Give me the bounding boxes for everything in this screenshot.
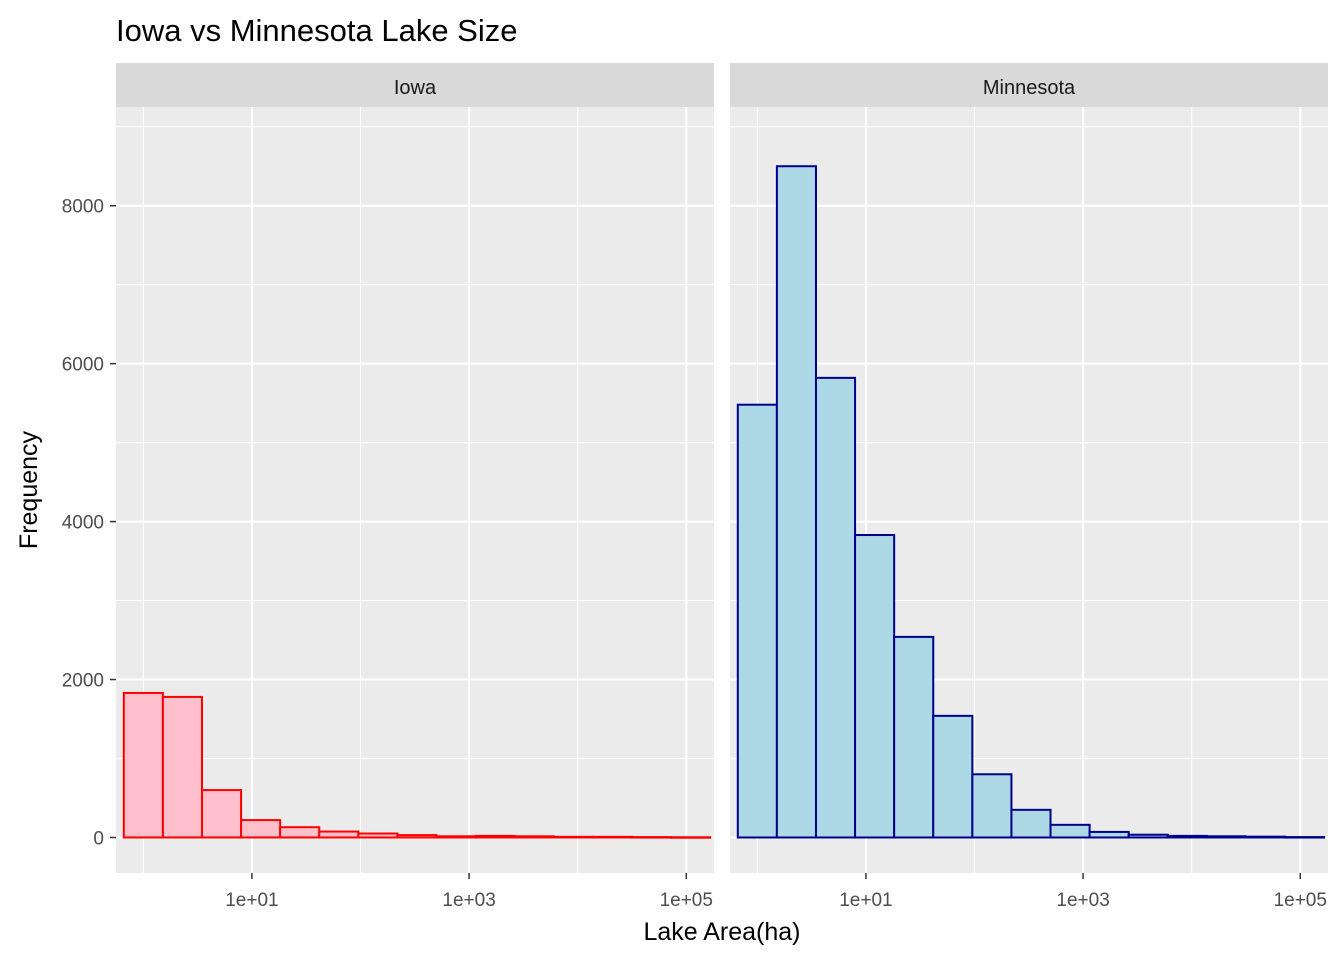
histogram-bar <box>435 835 477 839</box>
x-tick-label: 1e+03 <box>442 890 495 911</box>
histogram-bar <box>971 773 1013 839</box>
facet-iowa: Iowa 1e+01 1e+03 1e+05 <box>116 63 714 911</box>
histogram-bar <box>240 819 282 839</box>
y-tick-label: 2000 <box>62 671 104 692</box>
histogram-bar <box>161 695 203 839</box>
facet-label: Minnesota <box>983 77 1076 99</box>
histogram-bar <box>814 376 857 839</box>
histogram-bar <box>670 836 712 839</box>
histogram-bar <box>591 835 633 839</box>
facet-label: Iowa <box>394 77 437 99</box>
histogram-bar <box>775 165 817 839</box>
x-tick-label: 1e+03 <box>1056 890 1109 911</box>
histogram-bar <box>1010 808 1052 839</box>
histogram-bar <box>1088 830 1130 839</box>
y-axis: 0 2000 4000 6000 8000 <box>62 197 116 849</box>
histogram-bar <box>1049 823 1091 839</box>
facet-panels: Iowa 1e+01 1e+03 1e+05 Minnesota 1e+01 1e+03 1e… <box>116 63 1328 911</box>
y-tick-label: 6000 <box>62 355 104 376</box>
histogram-bar <box>893 635 935 839</box>
histogram-bar <box>552 835 594 839</box>
histogram-bar <box>474 834 516 839</box>
facet-strip <box>116 63 714 107</box>
x-tick-label: 1e+01 <box>225 890 278 911</box>
histogram-bar <box>1127 833 1169 839</box>
histogram-bar <box>513 835 555 839</box>
y-tick-label: 4000 <box>62 513 104 534</box>
histogram-bar <box>396 834 438 839</box>
y-tick-label: 8000 <box>62 197 104 218</box>
histogram-bar <box>854 534 896 839</box>
x-tick-label: 1e+05 <box>1274 890 1327 911</box>
x-axis-title: Lake Area(ha) <box>643 918 800 946</box>
facet-strip <box>730 63 1328 107</box>
histogram-bar <box>630 836 673 839</box>
histogram-bar <box>1166 834 1208 839</box>
histogram-bar <box>932 714 974 839</box>
histogram-bar <box>122 691 164 839</box>
x-tick-label: 1e+05 <box>660 890 713 911</box>
y-tick-label: 0 <box>93 828 104 849</box>
histogram-bar <box>318 830 360 839</box>
histogram-bar <box>1205 835 1247 839</box>
histogram-bar <box>1284 836 1326 839</box>
histogram-bar <box>200 789 243 839</box>
chart-title: Iowa vs Minnesota Lake Size <box>116 13 518 48</box>
histogram-bar <box>1244 835 1287 839</box>
y-axis-title: Frequency <box>15 430 43 549</box>
panel-background <box>116 107 714 873</box>
histogram-bar <box>736 403 778 839</box>
histogram-bar <box>279 826 321 839</box>
facet-minnesota: Minnesota 1e+01 1e+03 1e+05 <box>730 63 1328 911</box>
x-tick-label: 1e+01 <box>839 890 892 911</box>
histogram-bar <box>357 832 399 839</box>
